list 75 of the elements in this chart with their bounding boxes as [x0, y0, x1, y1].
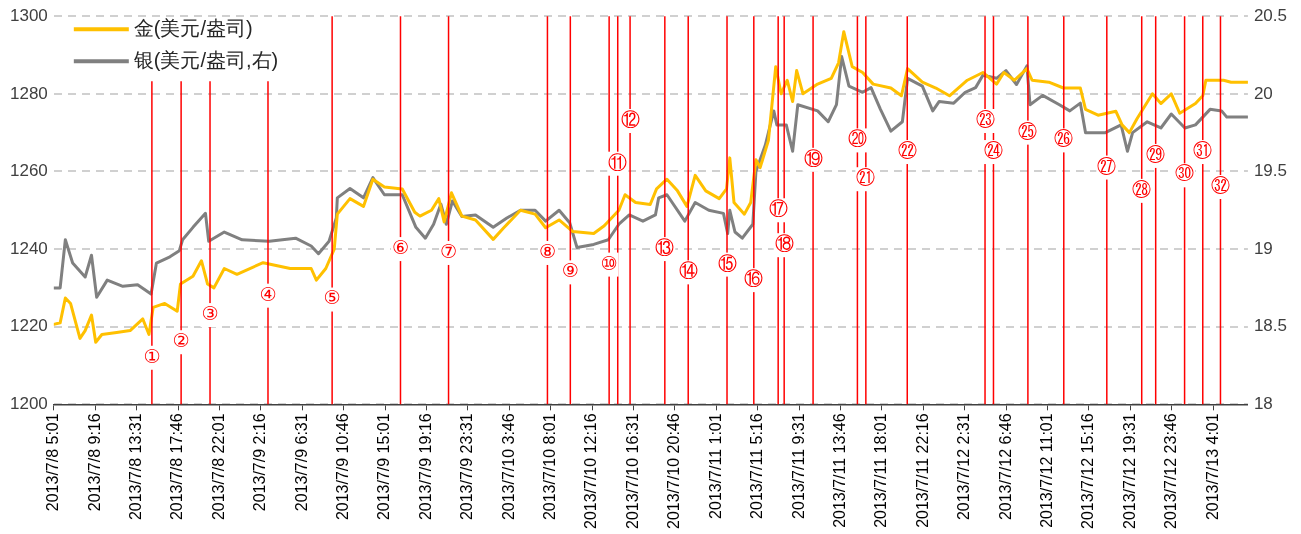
x-tick-label: 2013/7/11 1:01 [706, 413, 724, 519]
y-tick-label: 1220 [9, 316, 48, 336]
x-tick-label: 2013/7/9 2:16 [251, 413, 269, 512]
x-tick-label: 2013/7/12 2:31 [955, 413, 973, 521]
y2-tick-label: 19.5 [1253, 161, 1288, 181]
annotation: ③ [201, 302, 219, 324]
x-tick-label: 2013/7/13 4:01 [1203, 413, 1221, 521]
annotation: ㉒ [897, 138, 917, 161]
x-tick-label: 2013/7/8 17:46 [168, 413, 186, 521]
x-tick-label: 2013/7/9 6:31 [292, 413, 310, 512]
annotation: ⑲ [803, 146, 823, 169]
annotation: ㉘ [1132, 177, 1152, 200]
x-tick-label: 2013/7/10 3:46 [499, 413, 517, 521]
x-tick-label: 2013/7/8 22:01 [209, 413, 227, 521]
annotation: ㉑ [856, 166, 876, 189]
y2-tick-label: 18.5 [1253, 316, 1288, 336]
x-tick-label: 2013/7/11 22:16 [913, 413, 931, 528]
x-tick-label: 2013/7/8 5:01 [44, 413, 62, 512]
annotation: ⑮ [717, 251, 737, 274]
annotation: ④ [259, 282, 277, 305]
annotation: ㉚ [1175, 162, 1195, 185]
annotation: ⑱ [774, 232, 794, 255]
annotation: ② [172, 329, 190, 352]
annotation: ㉓ [975, 107, 995, 130]
annotation: ⑩ [600, 251, 618, 274]
annotation: ㉙ [1146, 142, 1166, 165]
annotation: ㉔ [983, 138, 1003, 161]
annotation: ⑨ [561, 259, 579, 282]
annotation: ⑭ [678, 259, 698, 282]
x-tick-label: 2013/7/11 9:31 [789, 413, 807, 519]
y-tick-label: 1300 [9, 5, 48, 25]
x-tick-label: 2013/7/11 5:16 [748, 413, 766, 519]
annotation: ⑳ [847, 127, 867, 150]
annotation: ㉕ [1018, 119, 1038, 142]
annotation: ㉜ [1210, 173, 1230, 196]
x-tick-label: 2013/7/9 15:01 [375, 413, 393, 521]
y2-tick-label: 20.5 [1253, 5, 1288, 25]
y-tick-label: 1260 [9, 161, 48, 181]
legend-label: 银(美元/盎司,右) [132, 48, 279, 71]
x-tick-label: 2013/7/10 12:16 [582, 413, 600, 530]
annotation: ⑪ [608, 150, 628, 173]
x-tick-label: 2013/7/8 13:31 [127, 413, 145, 521]
x-tick-label: 2013/7/10 20:46 [665, 413, 683, 530]
annotation: ㉗ [1097, 154, 1117, 177]
x-tick-label: 2013/7/11 13:46 [830, 413, 848, 528]
annotation: ⑤ [323, 286, 341, 309]
annotation: ⑫ [620, 107, 640, 130]
x-tick-label: 2013/7/12 6:46 [996, 413, 1014, 521]
y-tick-label: 1280 [9, 83, 48, 103]
y-tick-label: 1200 [9, 394, 48, 414]
x-tick-label: 2013/7/12 23:46 [1162, 413, 1180, 530]
x-tick-label: 2013/7/11 18:01 [872, 413, 890, 528]
annotation: ⑬ [655, 236, 675, 259]
x-tick-label: 2013/7/12 15:16 [1079, 413, 1097, 530]
annotation: ① [143, 344, 161, 367]
x-tick-label: 2013/7/9 10:46 [334, 413, 352, 521]
annotation: ⑥ [391, 236, 410, 259]
x-tick-label: 2013/7/10 8:01 [541, 413, 559, 521]
x-tick-label: 2013/7/8 9:16 [85, 413, 103, 512]
x-tick-label: 2013/7/12 19:31 [1120, 413, 1138, 530]
y2-tick-label: 19 [1253, 238, 1273, 258]
y2-tick-label: 20 [1253, 83, 1273, 103]
annotation: ⑧ [538, 239, 556, 262]
x-tick-label: 2013/7/10 16:31 [623, 413, 641, 530]
x-tick-label: 2013/7/9 23:31 [458, 413, 476, 521]
x-tick-label: 2013/7/9 19:16 [416, 413, 434, 521]
annotation: ⑦ [440, 239, 458, 262]
annotation: ㉛ [1193, 138, 1213, 161]
y2-tick-label: 18 [1253, 394, 1273, 414]
annotation: ㉖ [1054, 127, 1074, 150]
legend-label: 金(美元/盎司) [133, 16, 253, 39]
annotation: ⑯ [744, 267, 764, 290]
x-tick-label: 2013/7/12 11:01 [1037, 413, 1055, 528]
annotation: ⑰ [768, 197, 788, 220]
y-tick-label: 1240 [9, 238, 48, 258]
